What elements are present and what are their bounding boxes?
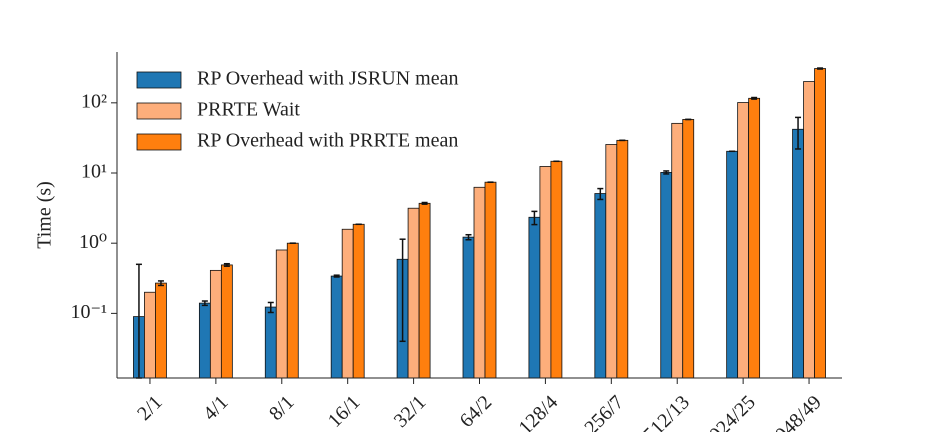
error-bar	[751, 96, 758, 100]
bar	[660, 172, 673, 379]
bar	[198, 302, 211, 379]
bar	[418, 202, 431, 379]
x-tick-label: 16/1	[324, 391, 365, 432]
bar	[616, 139, 629, 379]
bar	[605, 144, 618, 379]
error-bar	[597, 187, 604, 201]
bar	[539, 166, 552, 379]
bar	[155, 282, 167, 379]
x-tick-label: 2048/49	[764, 391, 826, 432]
bar	[682, 119, 695, 379]
y-tick-label: 10²	[81, 90, 107, 112]
y-axis-label: Time (s)	[34, 181, 56, 249]
bar	[275, 249, 288, 379]
y-tick-label: 10⁰	[79, 231, 107, 253]
error-bar	[223, 262, 230, 267]
y-tick-label: 10⁻¹	[70, 301, 107, 323]
error-bar	[399, 238, 406, 343]
bar	[803, 81, 815, 379]
legend-swatch	[136, 102, 182, 120]
bar	[671, 122, 684, 379]
bar	[144, 291, 156, 379]
bar	[341, 228, 354, 379]
legend-swatch	[136, 133, 182, 151]
x-tick-label: 32/1	[390, 391, 431, 432]
bar	[550, 160, 563, 379]
x-tick-label: 512/13	[639, 391, 694, 432]
bar	[407, 207, 420, 379]
error-bar	[201, 300, 208, 307]
x-tick-label: 2/1	[133, 391, 167, 425]
bar	[726, 150, 739, 379]
bar	[462, 236, 475, 379]
bar	[484, 181, 497, 379]
bar	[737, 102, 750, 379]
x-tick-label: 64/2	[456, 391, 497, 432]
x-tick-label: 256/7	[580, 391, 628, 432]
bar	[220, 264, 233, 379]
error-bar	[267, 301, 274, 314]
x-tick-label: 8/1	[265, 391, 299, 425]
legend-label: PRRTE Wait	[197, 99, 300, 121]
bar	[748, 97, 761, 379]
bar	[814, 68, 826, 379]
bar	[528, 216, 541, 379]
x-tick-label: 1024/25	[698, 391, 760, 432]
error-bar	[817, 67, 824, 70]
bar	[264, 306, 277, 379]
bar	[209, 269, 222, 379]
legend-label: RP Overhead with JSRUN mean	[197, 68, 458, 90]
error-bar	[663, 170, 670, 175]
error-bar	[421, 201, 428, 205]
bar	[330, 275, 343, 379]
x-tick-label: 128/4	[514, 391, 562, 432]
bar	[594, 193, 607, 379]
x-tick-label: 4/1	[199, 391, 233, 425]
error-bar	[465, 233, 472, 241]
bar	[286, 242, 299, 379]
error-bar	[795, 116, 802, 150]
y-tick-label: 10¹	[81, 161, 107, 183]
error-bar	[157, 280, 164, 287]
bar	[352, 223, 365, 379]
error-bar	[333, 274, 340, 278]
error-bar	[531, 210, 538, 226]
legend-label: RP Overhead with PRRTE mean	[197, 130, 458, 152]
bar	[792, 128, 804, 379]
bar	[473, 186, 486, 379]
legend-swatch	[136, 71, 182, 89]
